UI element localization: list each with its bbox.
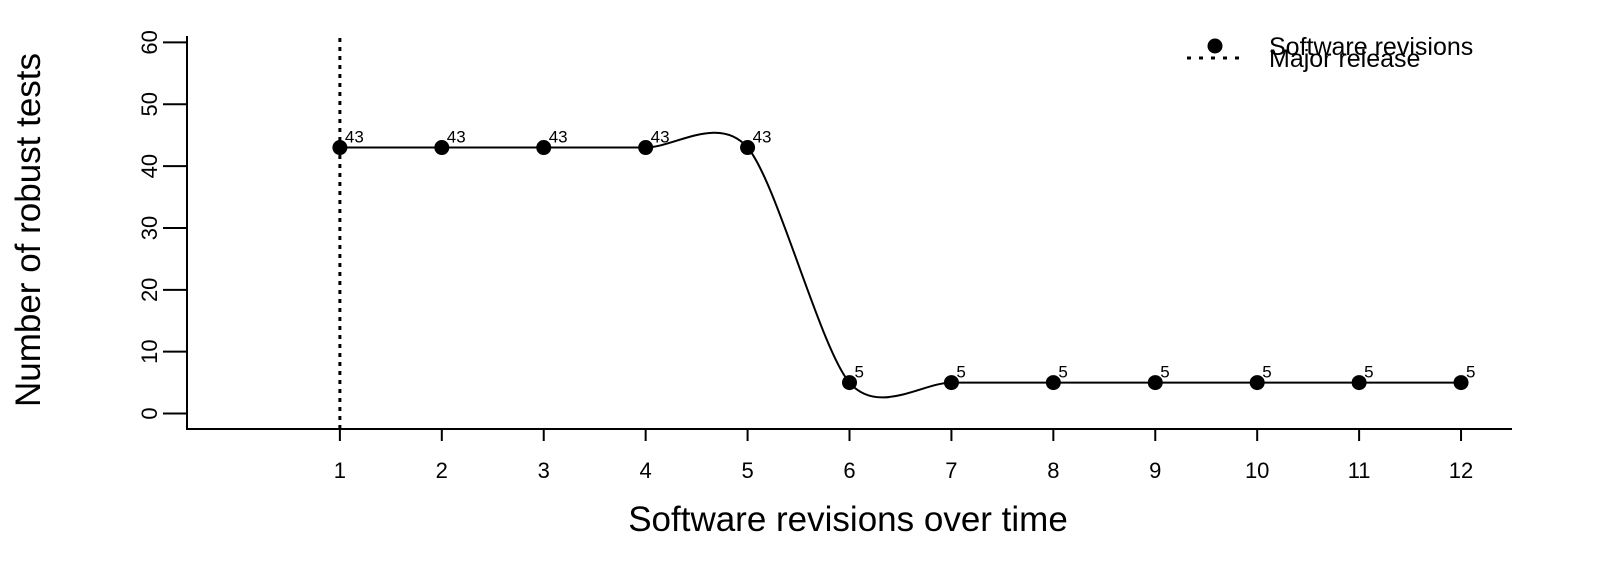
- x-tick-label: 10: [1245, 458, 1269, 483]
- y-tick-label: 60: [137, 30, 162, 54]
- y-tick-label: 10: [137, 339, 162, 363]
- data-point: [1351, 375, 1367, 391]
- x-tick-label: 11: [1348, 458, 1371, 483]
- x-tick-label: 5: [741, 458, 753, 483]
- data-point: [842, 375, 857, 391]
- data-point: [536, 140, 552, 156]
- y-tick-label: 50: [137, 92, 162, 116]
- x-tick-label: 1: [334, 458, 346, 483]
- x-tick-label: 2: [436, 458, 448, 483]
- series-line: [339, 131, 1462, 399]
- data-labels: 43 43 43 43 43 5 5 5 5 5 5 5: [345, 128, 1476, 382]
- x-tick-label: 12: [1449, 458, 1473, 483]
- data-label: 43: [345, 128, 364, 147]
- y-tick-label: 30: [137, 216, 162, 240]
- legend-label-software-revisions: Software revisions: [1269, 33, 1473, 61]
- data-point: [1249, 375, 1265, 391]
- data-point: [1147, 375, 1163, 391]
- x-tick-label: 3: [538, 458, 550, 483]
- x-tick-label: 8: [1047, 458, 1059, 483]
- data-label: 43: [753, 128, 772, 147]
- data-point: [434, 140, 450, 156]
- y-tick-label: 0: [137, 407, 162, 419]
- data-label: 43: [651, 128, 670, 147]
- data-point: [943, 375, 959, 391]
- data-point: [1045, 375, 1061, 391]
- y-axis-title: Number of robust tests: [9, 53, 48, 407]
- data-label: 5: [956, 363, 965, 382]
- data-point: [1453, 375, 1469, 391]
- x-tick-label: 4: [640, 458, 652, 483]
- x-tick-label: 7: [945, 458, 957, 483]
- x-tick-label: 9: [1149, 458, 1161, 483]
- data-label: 5: [1058, 363, 1067, 382]
- x-tick-label: 6: [843, 458, 855, 483]
- data-point: [638, 140, 654, 156]
- data-label: 5: [1466, 363, 1475, 382]
- y-tick-label: 20: [137, 278, 162, 302]
- data-label: 5: [855, 363, 864, 382]
- legend-marker-circle: [1207, 38, 1223, 54]
- data-label: 5: [1364, 363, 1373, 382]
- series: [332, 131, 1469, 399]
- data-label: 43: [549, 128, 568, 147]
- data-label: 5: [1262, 363, 1271, 382]
- legend-label-major-release: Major release: [1269, 45, 1420, 73]
- data-point: [740, 140, 756, 156]
- x-axis-title: Software revisions over time: [628, 500, 1068, 539]
- y-tick-label: 40: [137, 154, 162, 178]
- data-label: 5: [1160, 363, 1169, 382]
- data-point: [332, 140, 348, 156]
- data-label: 43: [447, 128, 466, 147]
